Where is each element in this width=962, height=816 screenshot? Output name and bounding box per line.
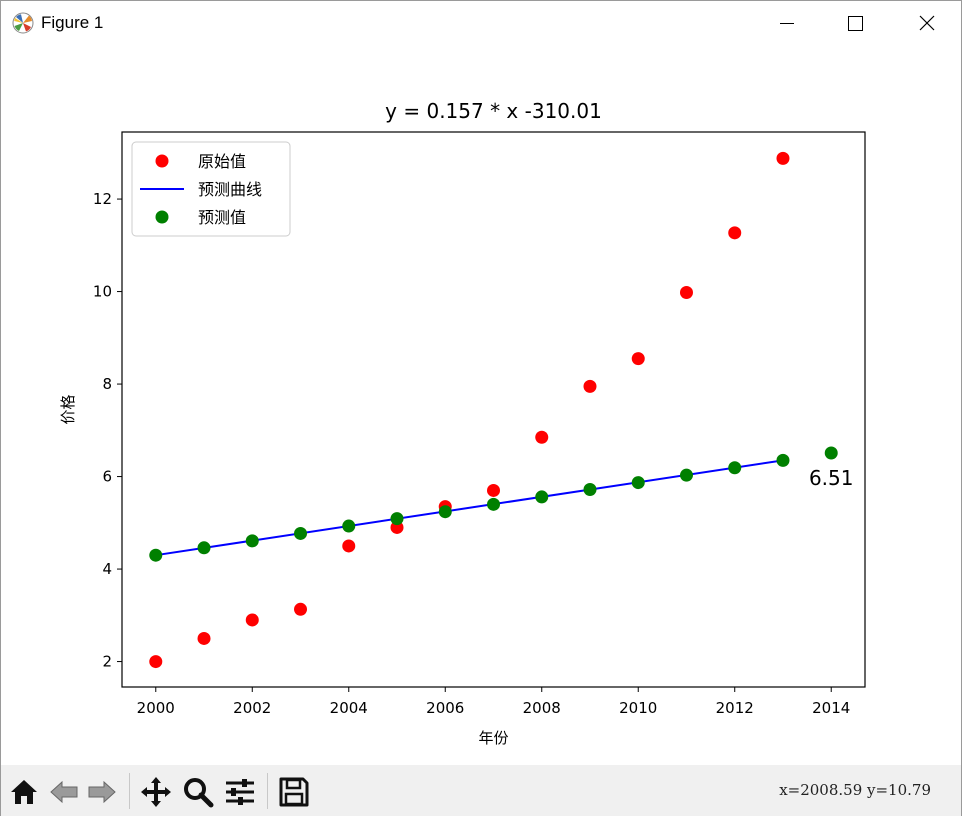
legend-marker-swatch	[155, 210, 169, 224]
x-tick-label: 2012	[716, 699, 754, 717]
x-tick-label: 2008	[523, 699, 561, 717]
minimize-button[interactable]	[765, 1, 811, 45]
home-icon	[11, 780, 37, 804]
axes-frame	[121, 131, 866, 688]
data-point	[149, 548, 163, 562]
data-point	[824, 446, 838, 460]
forward-button[interactable]	[85, 775, 119, 809]
data-point	[294, 526, 308, 540]
y-tick-label: 12	[93, 190, 112, 208]
data-point	[487, 497, 500, 511]
legend-marker-swatch	[155, 154, 169, 168]
data-point	[245, 534, 259, 548]
navigation-toolbar: x=2008.59 y=10.79	[1, 765, 961, 816]
x-tick-label: 2004	[330, 699, 368, 717]
save-button[interactable]	[277, 775, 311, 809]
y-tick-label: 4	[102, 560, 112, 578]
configure-subplots-icon	[226, 779, 254, 805]
x-tick-label: 2002	[233, 699, 271, 717]
chart-title: y = 0.157 * x -310.01	[385, 99, 602, 123]
x-tick-label: 2014	[812, 699, 850, 717]
x-tick-label: 2010	[619, 699, 657, 717]
close-icon	[919, 15, 935, 31]
close-button[interactable]	[903, 1, 949, 45]
back-button[interactable]	[47, 775, 81, 809]
data-point	[631, 476, 645, 490]
data-point	[631, 352, 645, 366]
chart-svg: y = 0.157 * x -310.01 2000 2002 2004 2006 200…	[59, 99, 866, 747]
save-icon	[279, 777, 309, 807]
back-icon	[50, 780, 78, 804]
data-point	[487, 483, 500, 497]
minimize-icon	[780, 23, 794, 24]
configure-subplots-button[interactable]	[223, 775, 257, 809]
pan-icon	[141, 777, 171, 807]
forward-icon	[88, 780, 116, 804]
data-point	[679, 468, 693, 482]
data-point	[728, 226, 742, 240]
title-bar: Figure 1	[1, 1, 961, 45]
y-tick-label: 10	[93, 283, 112, 301]
data-point	[342, 539, 356, 553]
data-point	[583, 379, 597, 393]
data-point	[342, 519, 356, 533]
legend-label: 预测值	[198, 208, 246, 227]
x-tick-label: 2006	[426, 699, 464, 717]
legend-label: 原始值	[198, 152, 246, 171]
data-point	[776, 151, 790, 165]
y-tick-label: 6	[102, 468, 112, 486]
data-point	[679, 285, 693, 299]
window-title: Figure 1	[41, 13, 104, 32]
pan-button[interactable]	[139, 775, 173, 809]
y-axis-label: 价格	[59, 394, 77, 424]
maximize-button[interactable]	[833, 1, 879, 45]
data-point	[245, 613, 259, 627]
data-point	[197, 541, 211, 555]
toolbar-separator	[267, 773, 268, 809]
data-point	[583, 483, 597, 497]
x-axis-label: 年份	[478, 729, 508, 747]
maximize-icon	[848, 16, 863, 31]
series-line-预测曲线	[155, 459, 784, 557]
x-tick-label: 2000	[137, 699, 175, 717]
matplotlib-icon	[12, 12, 34, 34]
data-point	[776, 453, 790, 467]
data-point	[390, 512, 404, 526]
data-point	[535, 490, 549, 504]
data-point	[728, 461, 742, 475]
figure-canvas[interactable]: y = 0.157 * x -310.01 2000 2002 2004 2006 200…	[1, 45, 961, 765]
cursor-coordinates: x=2008.59 y=10.79	[779, 781, 931, 799]
zoom-button[interactable]	[181, 775, 215, 809]
toolbar-separator	[129, 773, 130, 809]
data-point	[294, 602, 308, 616]
data-point	[149, 655, 163, 669]
value-annotation: 6.51	[809, 466, 854, 490]
zoom-icon	[184, 778, 214, 808]
legend-box	[131, 141, 291, 237]
data-point	[438, 505, 452, 519]
y-tick-label: 8	[102, 375, 112, 393]
legend-label: 预测曲线	[198, 180, 262, 199]
home-button[interactable]	[7, 775, 41, 809]
data-point	[197, 631, 211, 645]
y-tick-label: 2	[102, 653, 112, 671]
data-point	[535, 430, 549, 444]
